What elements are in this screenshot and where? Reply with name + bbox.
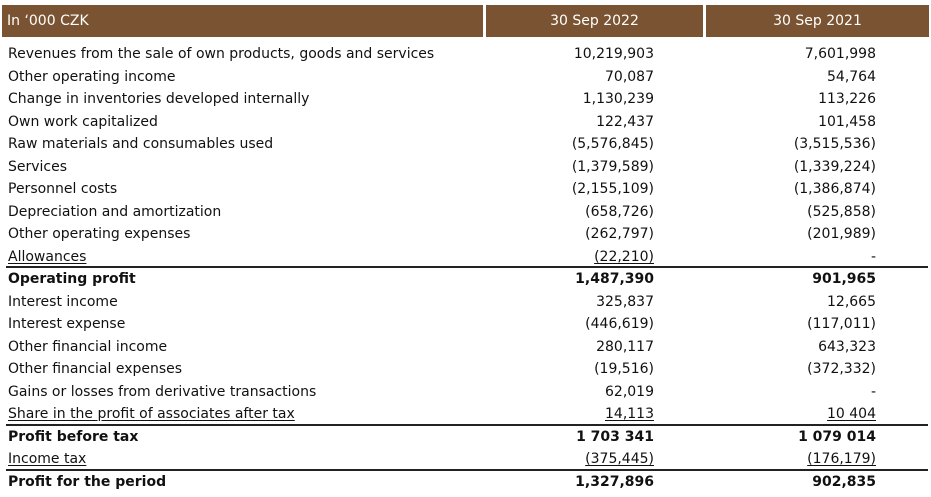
row-label: Operating profit xyxy=(8,271,136,287)
row-label: Other financial income xyxy=(8,338,168,355)
table-row: Personnel costs (2,155,109) (1,386,874) xyxy=(0,178,931,201)
table-row: Revenues from the sale of own products, … xyxy=(0,43,931,66)
income-statement-table: Revenues from the sale of own products, … xyxy=(0,43,931,493)
value-2022: (19,516) xyxy=(594,361,654,377)
value-2022: 62,019 xyxy=(605,383,654,400)
table-row: Change in inventories developed internal… xyxy=(0,88,931,111)
table-row-total: Profit for the period 1,327,896 902,835 xyxy=(0,471,931,494)
value-2022: 1,487,390 xyxy=(575,271,654,287)
row-label: Allowances xyxy=(8,248,87,265)
value-2022: 70,087 xyxy=(605,68,654,85)
row-label: Profit before tax xyxy=(8,428,139,445)
table-row: Interest expense (446,619) (117,011) xyxy=(0,313,931,336)
row-label: Profit for the period xyxy=(8,473,167,490)
value-2022: 1 703 341 xyxy=(576,428,654,445)
value-2022: (658,726) xyxy=(585,203,654,220)
value-2021: (1,386,874) xyxy=(793,181,876,197)
table-row: Services (1,379,589) (1,339,224) xyxy=(0,156,931,179)
row-label: Share in the profit of associates after … xyxy=(8,406,295,422)
row-label: Own work capitalized xyxy=(8,113,158,130)
value-2021: 113,226 xyxy=(818,91,876,107)
value-2022: (375,445) xyxy=(585,451,654,467)
row-label: Gains or losses from derivative transact… xyxy=(8,383,317,400)
value-2021: 12,665 xyxy=(827,293,876,310)
value-2022: 122,437 xyxy=(596,113,654,130)
value-2021: 101,458 xyxy=(818,113,876,130)
table-row-total: Profit before tax 1 703 341 1 079 014 xyxy=(0,426,931,449)
value-2022: 325,837 xyxy=(596,293,654,310)
value-2021: 7,601,998 xyxy=(804,46,876,62)
row-label: Other financial expenses xyxy=(8,361,183,377)
value-2021: 10 404 xyxy=(827,406,876,422)
value-2022: 1,327,896 xyxy=(575,473,654,490)
header-col-2022: 30 Sep 2022 xyxy=(486,5,703,37)
value-2021: 54,764 xyxy=(827,68,876,85)
table-row-total: Operating profit 1,487,390 901,965 xyxy=(0,268,931,291)
table-row: Other financial income 280,117 643,323 xyxy=(0,336,931,359)
value-2022: (2,155,109) xyxy=(571,181,654,197)
table-row: Depreciation and amortization (658,726) … xyxy=(0,201,931,224)
value-2022: (22,210) xyxy=(594,248,654,265)
value-2022: (1,379,589) xyxy=(571,158,654,175)
row-label: Raw materials and consumables used xyxy=(8,136,274,152)
value-2022: 14,113 xyxy=(605,406,654,422)
value-2022: (446,619) xyxy=(585,316,654,332)
table-row: Other financial expenses (19,516) (372,3… xyxy=(0,358,931,381)
row-label: Depreciation and amortization xyxy=(8,203,222,220)
row-label: Income tax xyxy=(8,451,87,467)
value-2021: (1,339,224) xyxy=(793,158,876,175)
row-label: Services xyxy=(8,158,68,175)
table-row: Raw materials and consumables used (5,57… xyxy=(0,133,931,156)
table-row: Gains or losses from derivative transact… xyxy=(0,381,931,404)
value-2021: (3,515,536) xyxy=(793,136,876,152)
table-row: Allowances (22,210) - xyxy=(0,246,931,269)
row-label: Revenues from the sale of own products, … xyxy=(8,46,435,62)
value-2021: (176,179) xyxy=(807,451,876,467)
table-row: Other operating expenses (262,797) (201,… xyxy=(0,223,931,246)
row-label: Interest expense xyxy=(8,316,126,332)
header-unit-label: In ‘000 CZK xyxy=(2,5,483,37)
row-label: Personnel costs xyxy=(8,181,118,197)
table-row: Share in the profit of associates after … xyxy=(0,403,931,426)
value-2021: (117,011) xyxy=(807,316,876,332)
table-row: Interest income 325,837 12,665 xyxy=(0,291,931,314)
value-2021: 1 079 014 xyxy=(798,428,876,445)
row-label: Change in inventories developed internal… xyxy=(8,91,310,107)
header-col-2021: 30 Sep 2021 xyxy=(706,5,929,37)
value-2021: (525,858) xyxy=(807,203,876,220)
table-row: Own work capitalized 122,437 101,458 xyxy=(0,111,931,134)
row-label: Other operating expenses xyxy=(8,226,191,242)
value-2021: - xyxy=(870,383,876,400)
table-row: Other operating income 70,087 54,764 xyxy=(0,66,931,89)
value-2021: (372,332) xyxy=(807,361,876,377)
value-2022: (5,576,845) xyxy=(571,136,654,152)
table-header: In ‘000 CZK 30 Sep 2022 30 Sep 2021 xyxy=(2,5,929,37)
value-2021: - xyxy=(870,248,876,265)
value-2021: (201,989) xyxy=(807,226,876,242)
row-label: Other operating income xyxy=(8,68,176,85)
value-2021: 902,835 xyxy=(812,473,876,490)
value-2022: 1,130,239 xyxy=(582,91,654,107)
value-2021: 643,323 xyxy=(818,338,876,355)
value-2022: 280,117 xyxy=(596,338,654,355)
value-2022: 10,219,903 xyxy=(573,46,654,62)
row-label: Interest income xyxy=(8,293,118,310)
value-2022: (262,797) xyxy=(585,226,654,242)
table-row: Income tax (375,445) (176,179) xyxy=(0,448,931,471)
value-2021: 901,965 xyxy=(812,271,876,287)
